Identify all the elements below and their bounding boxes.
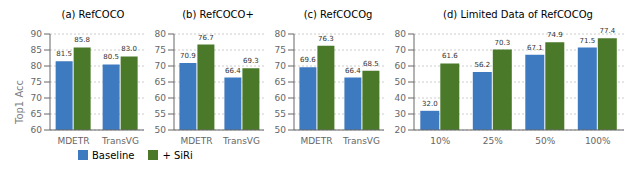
svg-text:66.4: 66.4 (225, 67, 241, 75)
svg-text:74.9: 74.9 (547, 31, 563, 39)
svg-text:100%: 100% (585, 136, 611, 146)
svg-text:20: 20 (395, 125, 407, 135)
svg-text:60: 60 (395, 61, 407, 71)
svg-text:MDETR: MDETR (300, 136, 332, 146)
svg-text:75: 75 (31, 77, 42, 87)
svg-text:76.7: 76.7 (198, 34, 214, 42)
svg-text:75: 75 (275, 45, 286, 55)
svg-text:75: 75 (155, 45, 166, 55)
svg-text:90: 90 (31, 29, 43, 39)
svg-text:80: 80 (31, 61, 43, 71)
svg-text:69.3: 69.3 (243, 57, 259, 65)
svg-text:71.5: 71.5 (580, 37, 596, 45)
svg-text:32.0: 32.0 (422, 100, 438, 108)
svg-text:50: 50 (275, 125, 287, 135)
svg-text:65: 65 (31, 109, 42, 119)
svg-text:40: 40 (395, 93, 407, 103)
svg-text:68.5: 68.5 (363, 60, 379, 68)
svg-text:Top1 Acc: Top1 Acc (14, 80, 25, 125)
html-text:Baseline: Baseline (92, 149, 135, 161)
svg-text:67.1: 67.1 (527, 44, 543, 52)
html-text:(c) RefCOCOg: (c) RefCOCOg (303, 9, 373, 20)
svg-text:TransVG: TransVG (342, 136, 380, 146)
svg-text:61.6: 61.6 (442, 52, 458, 60)
svg-text:70: 70 (31, 93, 43, 103)
svg-text:10%: 10% (430, 136, 450, 146)
svg-text:50%: 50% (535, 136, 555, 146)
html-text:(a) RefCOCO: (a) RefCOCO (61, 9, 125, 20)
svg-text:83.0: 83.0 (121, 45, 137, 53)
svg-text:MDETR: MDETR (57, 136, 89, 146)
svg-text:25%: 25% (483, 136, 503, 146)
svg-text:TransVG: TransVG (101, 136, 139, 146)
svg-text:66.4: 66.4 (345, 67, 361, 75)
svg-text:70: 70 (155, 61, 167, 71)
svg-text:85.8: 85.8 (74, 36, 90, 44)
svg-text:77.4: 77.4 (600, 27, 616, 35)
svg-text:60: 60 (155, 93, 167, 103)
svg-text:50: 50 (395, 77, 407, 87)
svg-text:70.9: 70.9 (180, 52, 196, 60)
svg-text:60: 60 (31, 125, 43, 135)
svg-text:70.3: 70.3 (495, 39, 511, 47)
svg-text:55: 55 (155, 109, 166, 119)
svg-text:85: 85 (31, 45, 42, 55)
svg-text:80: 80 (155, 29, 167, 39)
html-text:(d) Limited Data of RefCOCOg: (d) Limited Data of RefCOCOg (443, 9, 593, 20)
html-text:+ SiRi: + SiRi (162, 149, 193, 161)
svg-text:81.5: 81.5 (56, 50, 72, 58)
svg-text:56.2: 56.2 (475, 61, 491, 69)
svg-text:65: 65 (155, 77, 166, 87)
svg-text:69.6: 69.6 (300, 56, 316, 64)
svg-text:30: 30 (395, 109, 407, 119)
svg-text:80: 80 (275, 29, 287, 39)
svg-text:76.3: 76.3 (318, 35, 334, 43)
svg-text:TransVG: TransVG (222, 136, 260, 146)
svg-text:55: 55 (275, 109, 286, 119)
svg-text:80.5: 80.5 (103, 53, 119, 61)
svg-text:60: 60 (275, 93, 287, 103)
svg-text:70: 70 (395, 45, 407, 55)
svg-text:MDETR: MDETR (180, 136, 212, 146)
html-text:(b) RefCOCO+: (b) RefCOCO+ (182, 9, 254, 20)
svg-text:65: 65 (275, 77, 286, 87)
svg-text:70: 70 (275, 61, 287, 71)
svg-text:80: 80 (395, 29, 407, 39)
svg-text:50: 50 (155, 125, 167, 135)
